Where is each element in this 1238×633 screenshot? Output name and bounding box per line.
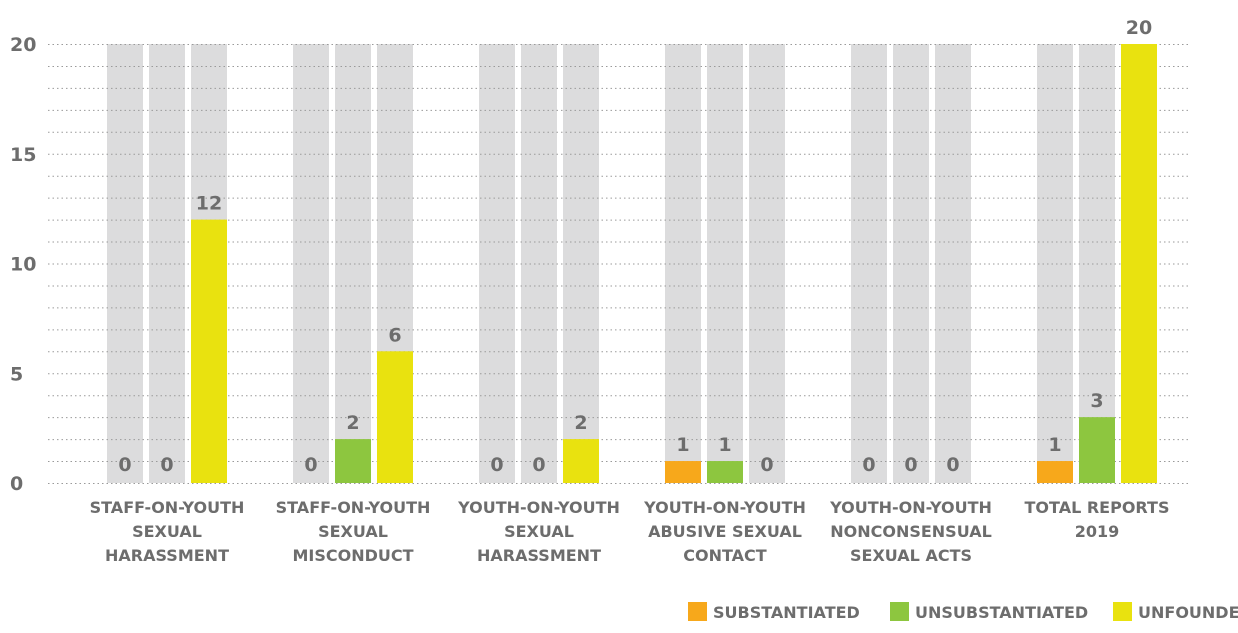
bar — [1037, 461, 1073, 483]
data-label: 0 — [118, 454, 131, 476]
bar — [665, 461, 701, 483]
data-label: 1 — [676, 434, 689, 456]
legend-label: SUBSTANTIATED — [713, 603, 860, 622]
bar — [1121, 44, 1157, 483]
legend-swatch — [890, 602, 909, 621]
category-label: STAFF-ON-YOUTH SEXUAL HARASSMENT — [90, 498, 245, 565]
data-label: 20 — [1126, 17, 1152, 39]
legend-label: UNFOUNDED — [1138, 603, 1238, 622]
y-tick-label: 0 — [10, 473, 23, 495]
bar — [377, 351, 413, 483]
data-label: 0 — [946, 454, 959, 476]
category-label: YOUTH-ON-YOUTH NONCONSENSUAL SEXUAL ACTS — [829, 498, 992, 565]
data-label: 3 — [1090, 390, 1103, 412]
data-label: 0 — [532, 454, 545, 476]
data-label: 12 — [196, 193, 222, 215]
data-label: 0 — [304, 454, 317, 476]
category-label: TOTAL REPORTS 2019 — [1025, 498, 1170, 541]
legend-swatch — [1113, 602, 1132, 621]
legend-swatch — [688, 602, 707, 621]
y-tick-label: 10 — [10, 254, 36, 276]
bar — [191, 219, 227, 483]
y-tick-label: 20 — [10, 34, 36, 56]
category-label: YOUTH-ON-YOUTH ABUSIVE SEXUAL CONTACT — [643, 498, 806, 565]
data-label: 1 — [718, 434, 731, 456]
data-label: 2 — [574, 412, 587, 434]
data-label: 1 — [1048, 434, 1061, 456]
bar — [707, 461, 743, 483]
data-label: 0 — [490, 454, 503, 476]
category-label: STAFF-ON-YOUTH SEXUAL MISCONDUCT — [276, 498, 431, 565]
data-label: 0 — [160, 454, 173, 476]
data-label: 2 — [346, 412, 359, 434]
bar-background — [479, 44, 515, 483]
data-label: 0 — [862, 454, 875, 476]
category-label: YOUTH-ON-YOUTH SEXUAL HARASSMENT — [457, 498, 620, 565]
legend-label: UNSUBSTANTIATED — [915, 603, 1088, 622]
data-label: 0 — [904, 454, 917, 476]
bar — [335, 439, 371, 483]
y-tick-label: 5 — [10, 363, 23, 385]
bar-background — [1037, 44, 1073, 483]
y-tick-label: 15 — [10, 144, 36, 166]
bar — [1079, 417, 1115, 483]
data-label: 0 — [760, 454, 773, 476]
data-label: 6 — [388, 324, 401, 346]
bar-background — [893, 44, 929, 483]
bar — [563, 439, 599, 483]
bar-background — [749, 44, 785, 483]
